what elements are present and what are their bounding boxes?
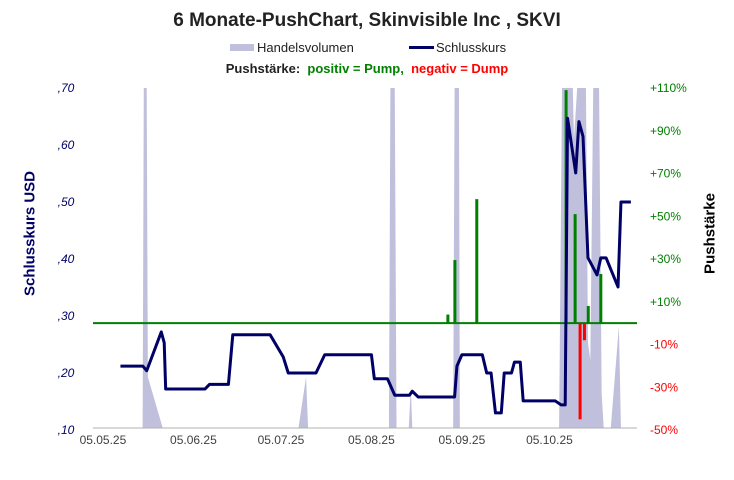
push-bar-negative [578,323,582,420]
y-tick-left-label: ,10 [58,423,75,437]
price-swatch [409,46,434,49]
y-tick-right-label: +30% [650,252,681,266]
y-tick-right-label: +70% [650,167,681,181]
legend-price-label: Schlusskurs [436,40,507,55]
x-tick-label: 05.06.25 [170,433,217,447]
y-tick-right-label: +90% [650,124,681,138]
volume-area [142,88,621,428]
push-label: Pushstärke: [225,61,301,76]
price-line [120,116,631,415]
push-bar-negative [582,323,586,341]
y-tick-right-label: +10% [650,295,681,309]
x-tick-label: 05.07.25 [258,433,305,447]
push-positive: positiv = Pump, [307,61,404,76]
push-bar-positive [446,314,450,324]
y-tick-right-label: -30% [650,380,678,394]
x-tick-label: 05.09.25 [439,433,486,447]
push-bar-positive [475,199,479,324]
y-tick-right-label: +110% [650,81,687,95]
y-tick-left-label: ,70 [58,81,75,95]
legend-volume-label: Handelsvolumen [257,40,354,55]
y-tick-left-label: ,40 [58,252,75,266]
y-tick-left-label: ,60 [58,138,75,152]
x-tick-label: 05.10.25 [526,433,573,447]
y-tick-left-label: ,50 [58,195,75,209]
y-tick-right-label: +50% [650,209,681,223]
volume-swatch [230,44,254,51]
chart-title: 6 Monate-PushChart, Skinvisible Inc , SK… [173,10,561,31]
y-tick-right-label: -10% [650,338,678,352]
y-tick-left-label: ,30 [58,309,75,323]
x-tick-label: 05.08.25 [348,433,395,447]
push-legend: Pushstärke: positiv = Pump, negativ = Du… [0,61,734,76]
push-bar-positive [573,214,577,324]
push-bar-positive [586,306,590,324]
y-tick-left-label: ,20 [58,366,75,380]
x-tick-label: 05.05.25 [80,433,127,447]
legend-price: Schlusskurs [409,40,506,55]
legend-volume: Handelsvolumen [230,40,354,55]
push-negative: negativ = Dump [411,61,509,76]
push-bar-positive [599,273,603,324]
y-tick-right-label: -50% [650,423,678,437]
push-bar-positive [453,260,457,324]
